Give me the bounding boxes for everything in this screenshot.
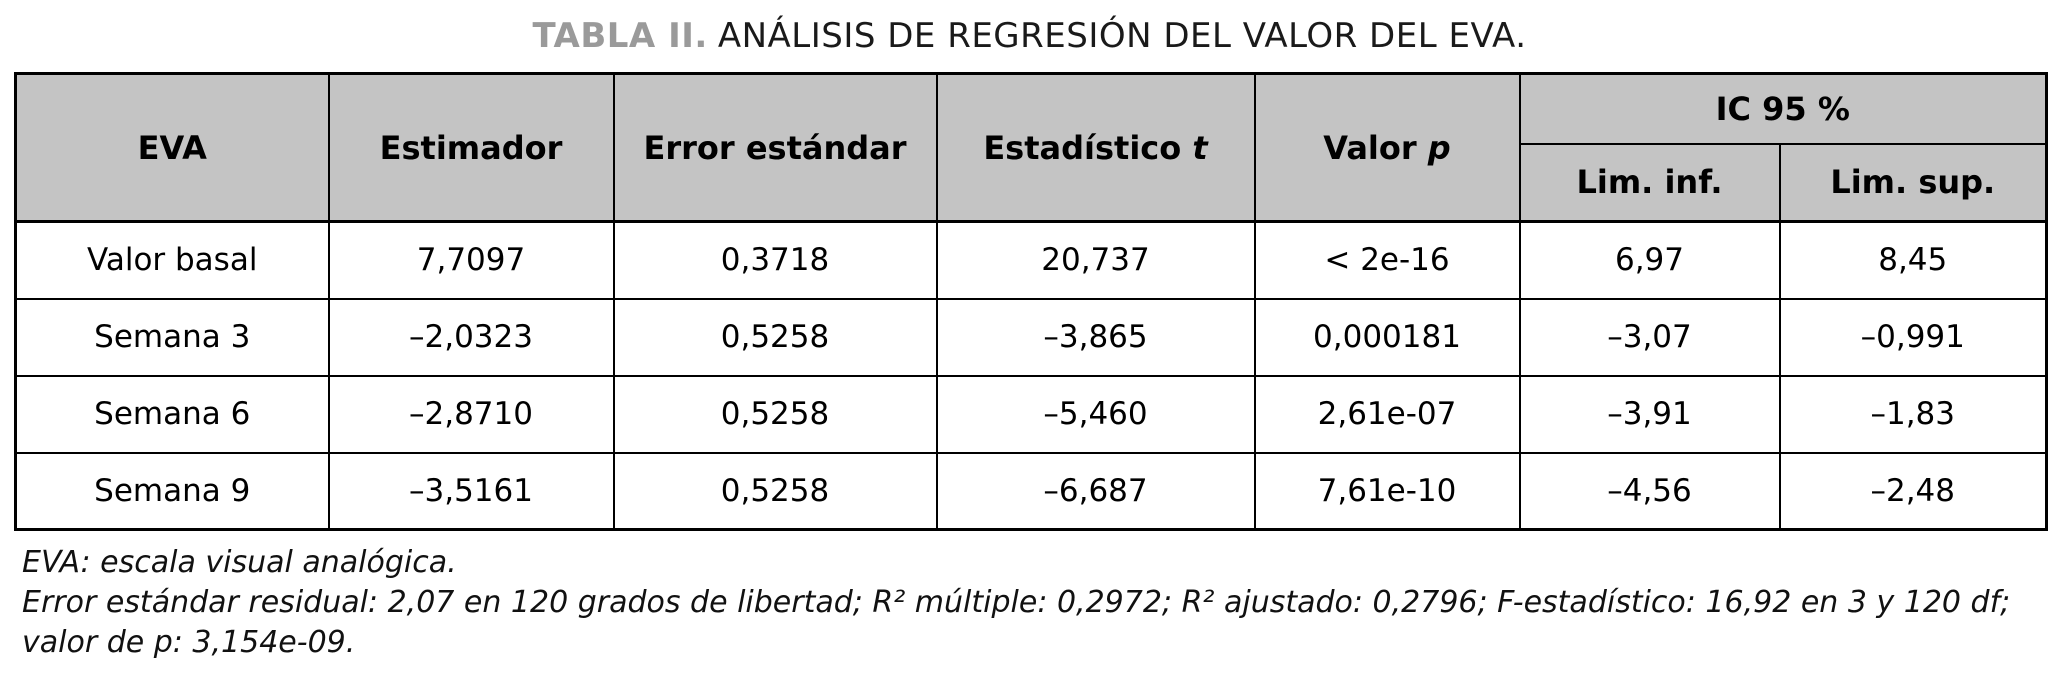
cell-estimador: –2,0323 (327, 297, 615, 377)
table-row-semana-3: Semana 3 –2,0323 0,5258 –3,865 0,000181 … (14, 297, 2048, 377)
cell-eva: Valor basal (14, 220, 330, 300)
footnotes: EVA: escala visual analógica. Error está… (14, 543, 2044, 663)
cell-estadistico-t: –6,687 (935, 451, 1256, 531)
header-row-top: EVA Estimador Error estándar Estadístico… (14, 72, 2048, 223)
table-body: Valor basal 7,7097 0,3718 20,737 < 2e-16… (14, 220, 2048, 531)
header-lim-sup: Lim. sup. (1778, 142, 2048, 223)
cell-estadistico-t: –3,865 (935, 297, 1256, 377)
cell-estadistico-t: 20,737 (935, 220, 1256, 300)
header-estadistico-t: Estadístico t (935, 72, 1256, 223)
cell-estimador: 7,7097 (327, 220, 615, 300)
cell-eva: Semana 6 (14, 374, 330, 454)
header-valor-variable: p (1427, 128, 1451, 167)
table-header: EVA Estimador Error estándar Estadístico… (14, 72, 2048, 223)
cell-estadistico-t: –5,460 (935, 374, 1256, 454)
table-row-semana-9: Semana 9 –3,5161 0,5258 –6,687 7,61e-10 … (14, 451, 2048, 531)
header-valor-p: Valor p (1253, 72, 1521, 223)
header-ic95: IC 95 % (1518, 72, 2048, 145)
header-valor-prefix: Valor (1323, 128, 1428, 167)
cell-estimador: –2,8710 (327, 374, 615, 454)
cell-eva: Semana 9 (14, 451, 330, 531)
header-row-sub: Lim. inf. Lim. sup. (16, 142, 2048, 223)
header-estadistico-prefix: Estadístico (983, 128, 1193, 167)
footnote-model-statistics: Error estándar residual: 2,07 en 120 gra… (22, 585, 2011, 660)
header-error-estandar: Error estándar (612, 72, 938, 223)
cell-lim-inf: 6,97 (1518, 220, 1781, 300)
table-title-text: ANÁLISIS DE REGRESIÓN DEL VALOR DEL EVA. (717, 16, 1527, 56)
cell-estimador: –3,5161 (327, 451, 615, 531)
cell-valor-p: < 2e-16 (1253, 220, 1521, 300)
cell-lim-inf: –3,91 (1518, 374, 1781, 454)
cell-lim-sup: –2,48 (1778, 451, 2048, 531)
cell-lim-sup: –1,83 (1778, 374, 2048, 454)
cell-valor-p: 2,61e-07 (1253, 374, 1521, 454)
table-title-label: TABLA II. (532, 16, 708, 56)
cell-lim-sup: 8,45 (1778, 220, 2048, 300)
header-estadistico-variable: t (1192, 128, 1208, 167)
table-row-valor-basal: Valor basal 7,7097 0,3718 20,737 < 2e-16… (14, 220, 2048, 300)
cell-error-estandar: 0,5258 (612, 451, 938, 531)
cell-error-estandar: 0,3718 (612, 220, 938, 300)
table-row-semana-6: Semana 6 –2,8710 0,5258 –5,460 2,61e-07 … (14, 374, 2048, 454)
cell-valor-p: 0,000181 (1253, 297, 1521, 377)
table-title: TABLA II. ANÁLISIS DE REGRESIÓN DEL VALOR… (14, 16, 2045, 56)
cell-lim-inf: –3,07 (1518, 297, 1781, 377)
cell-lim-sup: –0,991 (1778, 297, 2048, 377)
header-lim-inf: Lim. inf. (1518, 142, 1781, 223)
header-eva: EVA (14, 72, 330, 223)
cell-lim-inf: –4,56 (1518, 451, 1781, 531)
header-estimador: Estimador (327, 72, 615, 223)
cell-eva: Semana 3 (14, 297, 330, 377)
footnote-eva-definition: EVA: escala visual analógica. (22, 545, 457, 580)
cell-error-estandar: 0,5258 (612, 297, 938, 377)
page: TABLA II. ANÁLISIS DE REGRESIÓN DEL VALOR… (14, 16, 2049, 663)
cell-valor-p: 7,61e-10 (1253, 451, 1521, 531)
cell-error-estandar: 0,5258 (612, 374, 938, 454)
regression-table: EVA Estimador Error estándar Estadístico… (14, 72, 2049, 531)
